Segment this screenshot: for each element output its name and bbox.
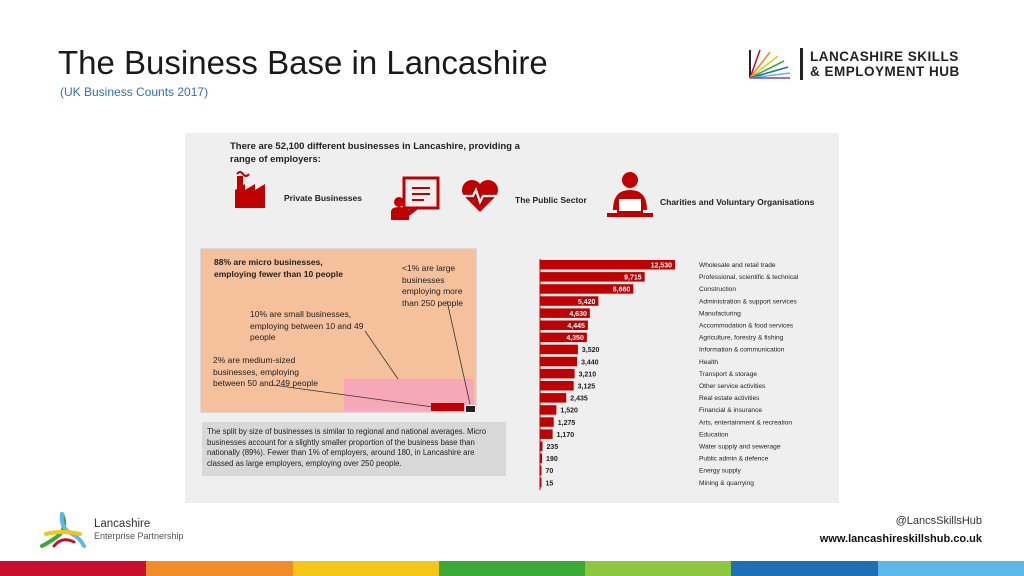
- logo-line2: & EMPLOYMENT HUB: [810, 64, 960, 79]
- large-text: <1% are large businesses employing more …: [402, 263, 463, 308]
- public-sector-label: The Public Sector: [515, 195, 587, 205]
- person-laptop-icon: [607, 172, 653, 217]
- bar-13: [540, 405, 557, 415]
- bar-12: [540, 393, 567, 403]
- bar-value-label: 190: [546, 456, 558, 463]
- bar-category-label: Professional, scientific & technical: [699, 274, 799, 281]
- bar-15: [540, 429, 553, 439]
- bar-value-label: 4,445: [567, 323, 585, 330]
- sector-bar-chart: 12,530 Wholesale and retail trade 9,715 Pro…: [539, 259, 799, 490]
- bar-17: [540, 453, 543, 464]
- footer-stripe-1: [146, 561, 293, 576]
- medium-business-block: [431, 403, 464, 411]
- logo-line1: LANCASHIRE SKILLS: [810, 49, 959, 64]
- bar-3: [540, 284, 634, 294]
- bar-7: [540, 332, 587, 343]
- lep-swirl-icon: [40, 512, 86, 548]
- heart-icon: [462, 180, 498, 212]
- page-subtitle: (UK Business Counts 2017): [60, 85, 209, 99]
- bar-value-label: 15: [546, 480, 554, 487]
- fan-logo-icon: [749, 49, 791, 79]
- bar-value-label: 1,520: [560, 408, 578, 415]
- bar-category-label: Water supply and sewerage: [699, 444, 781, 451]
- bar-value-label: 235: [547, 444, 559, 451]
- bar-16: [540, 441, 543, 451]
- size-note: The split by size of businesses is simil…: [202, 422, 506, 476]
- bar-category-label: Other service activities: [699, 383, 766, 390]
- bar-value-label: 1,170: [557, 432, 575, 439]
- footer-stripe-6: [877, 561, 1024, 576]
- bar-category-label: Education: [699, 431, 729, 438]
- infographic-panel: There are 52,100 different businesses in…: [185, 133, 839, 503]
- bar-value-label: 4,350: [566, 335, 584, 342]
- footer-stripe-2: [292, 561, 439, 576]
- bar-category-label: Administration & support services: [699, 298, 798, 305]
- lep-name: Lancashire: [94, 518, 151, 530]
- bar-category-label: Health: [699, 359, 718, 366]
- medium-text: 2% are medium-sized businesses, employin…: [213, 355, 318, 388]
- bar-category-label: Construction: [699, 286, 736, 293]
- bar-14: [540, 417, 554, 427]
- bar-19: [540, 477, 542, 488]
- bar-category-label: Energy supply: [699, 468, 741, 475]
- bar-10: [540, 368, 575, 379]
- bar-5: [540, 308, 590, 318]
- bar-value-label: 1,275: [558, 420, 576, 427]
- footer-stripe-0: [0, 561, 147, 576]
- charities-label: Charities and Voluntary Organisations: [660, 197, 815, 207]
- page-title: The Business Base in Lancashire: [58, 44, 548, 81]
- bar-18: [540, 465, 542, 476]
- private-businesses-label: Private Businesses: [284, 193, 362, 203]
- bar-2: [540, 272, 645, 282]
- bar-8: [540, 344, 578, 355]
- bar-value-label: 12,530: [651, 263, 673, 270]
- bar-value-label: 8,660: [613, 287, 631, 294]
- bar-1: [540, 260, 675, 270]
- footer-stripe-5: [731, 561, 878, 576]
- bar-value-label: 5,420: [578, 299, 596, 306]
- bar-value-label: 9,715: [624, 275, 642, 282]
- logo-divider: [800, 48, 803, 80]
- bar-value-label: 3,210: [579, 371, 597, 378]
- bar-category-label: Arts, entertainment & recreation: [699, 419, 792, 426]
- bar-value-label: 70: [546, 468, 554, 475]
- bar-category-label: Agriculture, forestry & fishing: [699, 335, 784, 342]
- bar-value-label: 2,435: [570, 396, 588, 403]
- factory-icon: [235, 171, 265, 208]
- large-business-block: [465, 405, 476, 413]
- intro-text: There are 52,100 different businesses in…: [230, 141, 520, 165]
- bar-category-label: Real estate activities: [699, 395, 760, 402]
- website-link[interactable]: www.lancashireskillshub.co.uk: [819, 533, 982, 545]
- callout-lines: [272, 300, 471, 408]
- micro-text: 88% are micro businesses, employing fewe…: [214, 257, 343, 279]
- bar-category-label: Public admin & defence: [699, 456, 769, 463]
- bar-category-label: Financial & insurance: [699, 407, 762, 414]
- bar-value-label: 3,520: [582, 347, 600, 354]
- bar-value-label: 3,440: [581, 359, 599, 366]
- bar-value-label: 3,125: [578, 384, 596, 391]
- footer-stripe-3: [438, 561, 586, 576]
- bar-category-label: Accommodation & food services: [699, 323, 794, 330]
- bar-category-label: Transport & storage: [699, 371, 757, 378]
- bar-category-label: Information & communication: [699, 347, 785, 354]
- bar-6: [540, 320, 588, 330]
- bar-4: [540, 296, 599, 306]
- footer-stripe-4: [585, 561, 732, 576]
- twitter-handle: @LancsSkillsHub: [895, 515, 982, 527]
- bar-value-label: 4,630: [569, 311, 587, 318]
- lep-logo: Lancashire Enterprise Partnership: [40, 512, 240, 550]
- skills-hub-logo: LANCASHIRE SKILLS & EMPLOYMENT HUB: [746, 44, 996, 86]
- small-text: 10% are small businesses, employing betw…: [250, 309, 364, 342]
- lep-subname: Enterprise Partnership: [94, 531, 184, 541]
- bar-category-label: Manufacturing: [699, 310, 741, 317]
- bar-11: [540, 381, 574, 391]
- bar-9: [540, 356, 578, 367]
- presentation-icon: [391, 176, 440, 220]
- bar-category-label: Wholesale and retail trade: [699, 262, 776, 269]
- bar-category-label: Mining & quarrying: [699, 480, 754, 487]
- footer-color-stripe: [0, 561, 1024, 576]
